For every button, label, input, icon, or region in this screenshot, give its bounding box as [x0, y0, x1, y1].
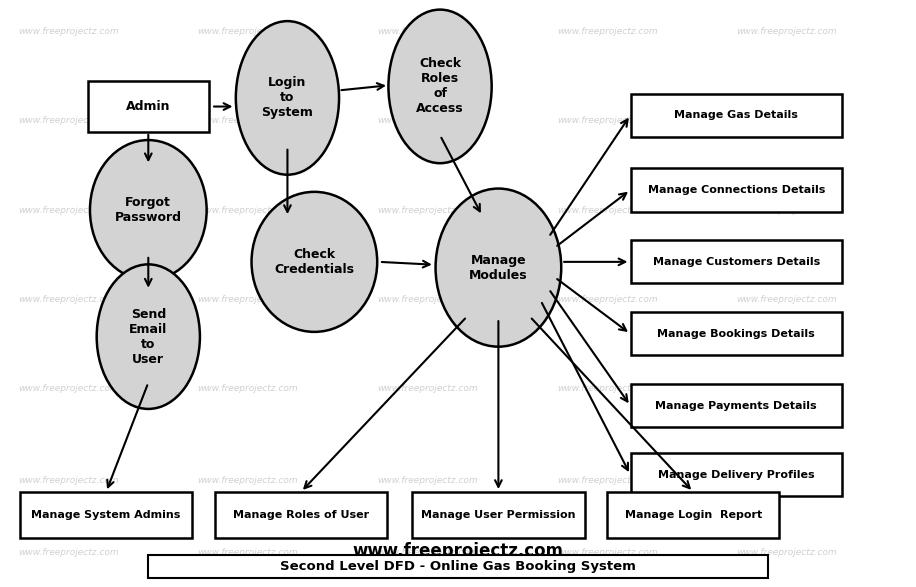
Text: Login
to
System: Login to System: [261, 76, 313, 119]
FancyBboxPatch shape: [631, 240, 842, 284]
FancyBboxPatch shape: [148, 555, 768, 578]
Text: www.freeprojectz.com: www.freeprojectz.com: [377, 116, 478, 126]
Text: Admin: Admin: [126, 100, 170, 113]
Text: www.freeprojectz.com: www.freeprojectz.com: [198, 295, 299, 303]
Text: www.freeprojectz.com: www.freeprojectz.com: [557, 27, 658, 36]
Text: www.freeprojectz.com: www.freeprojectz.com: [736, 384, 837, 393]
Text: www.freeprojectz.com: www.freeprojectz.com: [18, 548, 119, 557]
Text: Forgot
Password: Forgot Password: [114, 196, 181, 224]
Text: www.freeprojectz.com: www.freeprojectz.com: [736, 295, 837, 303]
Text: Manage Login  Report: Manage Login Report: [625, 510, 762, 520]
Text: Check
Roles
of
Access: Check Roles of Access: [416, 58, 463, 116]
Text: www.freeprojectz.com: www.freeprojectz.com: [736, 476, 837, 485]
Text: www.freeprojectz.com: www.freeprojectz.com: [557, 116, 658, 126]
Ellipse shape: [90, 140, 207, 280]
Text: www.freeprojectz.com: www.freeprojectz.com: [198, 205, 299, 215]
Text: www.freeprojectz.com: www.freeprojectz.com: [557, 384, 658, 393]
Text: www.freeprojectz.com: www.freeprojectz.com: [198, 476, 299, 485]
Text: Send
Email
to
User: Send Email to User: [129, 308, 168, 366]
Text: Manage User Permission: Manage User Permission: [421, 510, 575, 520]
Ellipse shape: [252, 192, 377, 332]
Text: www.freeprojectz.com: www.freeprojectz.com: [557, 476, 658, 485]
FancyBboxPatch shape: [214, 492, 387, 538]
Ellipse shape: [388, 9, 492, 163]
Text: www.freeprojectz.com: www.freeprojectz.com: [377, 476, 478, 485]
Text: www.freeprojectz.com: www.freeprojectz.com: [198, 548, 299, 557]
FancyBboxPatch shape: [631, 93, 842, 137]
Text: Second Level DFD - Online Gas Booking System: Second Level DFD - Online Gas Booking Sy…: [280, 560, 636, 573]
Text: Manage Connections Details: Manage Connections Details: [648, 185, 825, 195]
Text: www.freeprojectz.com: www.freeprojectz.com: [198, 116, 299, 126]
Text: www.freeprojectz.com: www.freeprojectz.com: [18, 295, 119, 303]
Text: www.freeprojectz.com: www.freeprojectz.com: [18, 205, 119, 215]
Text: www.freeprojectz.com: www.freeprojectz.com: [557, 548, 658, 557]
Text: www.freeprojectz.com: www.freeprojectz.com: [18, 27, 119, 36]
Text: www.freeprojectz.com: www.freeprojectz.com: [353, 542, 563, 559]
Text: Manage System Admins: Manage System Admins: [31, 510, 180, 520]
Ellipse shape: [235, 21, 339, 175]
FancyBboxPatch shape: [631, 168, 842, 211]
Text: www.freeprojectz.com: www.freeprojectz.com: [18, 384, 119, 393]
Text: www.freeprojectz.com: www.freeprojectz.com: [198, 27, 299, 36]
Text: www.freeprojectz.com: www.freeprojectz.com: [377, 384, 478, 393]
Text: www.freeprojectz.com: www.freeprojectz.com: [377, 295, 478, 303]
FancyBboxPatch shape: [412, 492, 584, 538]
FancyBboxPatch shape: [631, 384, 842, 427]
Ellipse shape: [436, 188, 562, 347]
Text: Check
Credentials: Check Credentials: [275, 248, 354, 276]
Ellipse shape: [97, 264, 200, 409]
Text: Manage Payments Details: Manage Payments Details: [656, 401, 817, 411]
Text: www.freeprojectz.com: www.freeprojectz.com: [557, 295, 658, 303]
Text: Manage
Modules: Manage Modules: [469, 254, 528, 282]
Text: Manage Roles of User: Manage Roles of User: [233, 510, 369, 520]
Text: www.freeprojectz.com: www.freeprojectz.com: [377, 205, 478, 215]
Text: www.freeprojectz.com: www.freeprojectz.com: [736, 27, 837, 36]
Text: www.freeprojectz.com: www.freeprojectz.com: [377, 27, 478, 36]
Text: www.freeprojectz.com: www.freeprojectz.com: [736, 205, 837, 215]
FancyBboxPatch shape: [20, 492, 192, 538]
Text: Manage Gas Details: Manage Gas Details: [674, 110, 798, 120]
Text: www.freeprojectz.com: www.freeprojectz.com: [198, 384, 299, 393]
Text: www.freeprojectz.com: www.freeprojectz.com: [18, 476, 119, 485]
Text: www.freeprojectz.com: www.freeprojectz.com: [18, 116, 119, 126]
FancyBboxPatch shape: [631, 453, 842, 496]
Text: www.freeprojectz.com: www.freeprojectz.com: [736, 116, 837, 126]
Text: www.freeprojectz.com: www.freeprojectz.com: [557, 205, 658, 215]
Text: www.freeprojectz.com: www.freeprojectz.com: [377, 548, 478, 557]
Text: Manage Customers Details: Manage Customers Details: [653, 257, 820, 267]
FancyBboxPatch shape: [607, 492, 780, 538]
Text: www.freeprojectz.com: www.freeprojectz.com: [736, 548, 837, 557]
Text: Manage Bookings Details: Manage Bookings Details: [658, 329, 815, 339]
FancyBboxPatch shape: [631, 312, 842, 355]
FancyBboxPatch shape: [88, 81, 209, 132]
Text: Manage Delivery Profiles: Manage Delivery Profiles: [658, 470, 814, 480]
